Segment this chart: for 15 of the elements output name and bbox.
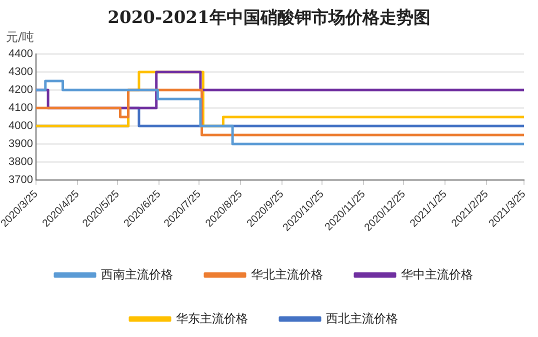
legend-label: 西北主流价格 — [326, 311, 398, 326]
y-tick-label: 4400 — [8, 48, 34, 60]
y-tick-label: 4100 — [8, 102, 34, 114]
y-tick-label: 4300 — [8, 66, 34, 78]
y-tick-label: 3800 — [8, 156, 34, 168]
legend-label: 华东主流价格 — [176, 311, 248, 326]
y-tick-label: 4200 — [8, 84, 34, 96]
legend-label: 华中主流价格 — [401, 267, 473, 282]
y-tick-label: 4000 — [8, 120, 34, 132]
legend-label: 西南主流价格 — [101, 267, 173, 282]
legend-label: 华北主流价格 — [251, 267, 323, 282]
y-axis-title: 元/吨 — [6, 30, 34, 44]
chart-title: 2020-2021年中国硝酸钾市场价格走势图 — [106, 7, 432, 29]
y-tick-label: 3700 — [8, 174, 34, 186]
y-tick-label: 3900 — [8, 138, 34, 150]
